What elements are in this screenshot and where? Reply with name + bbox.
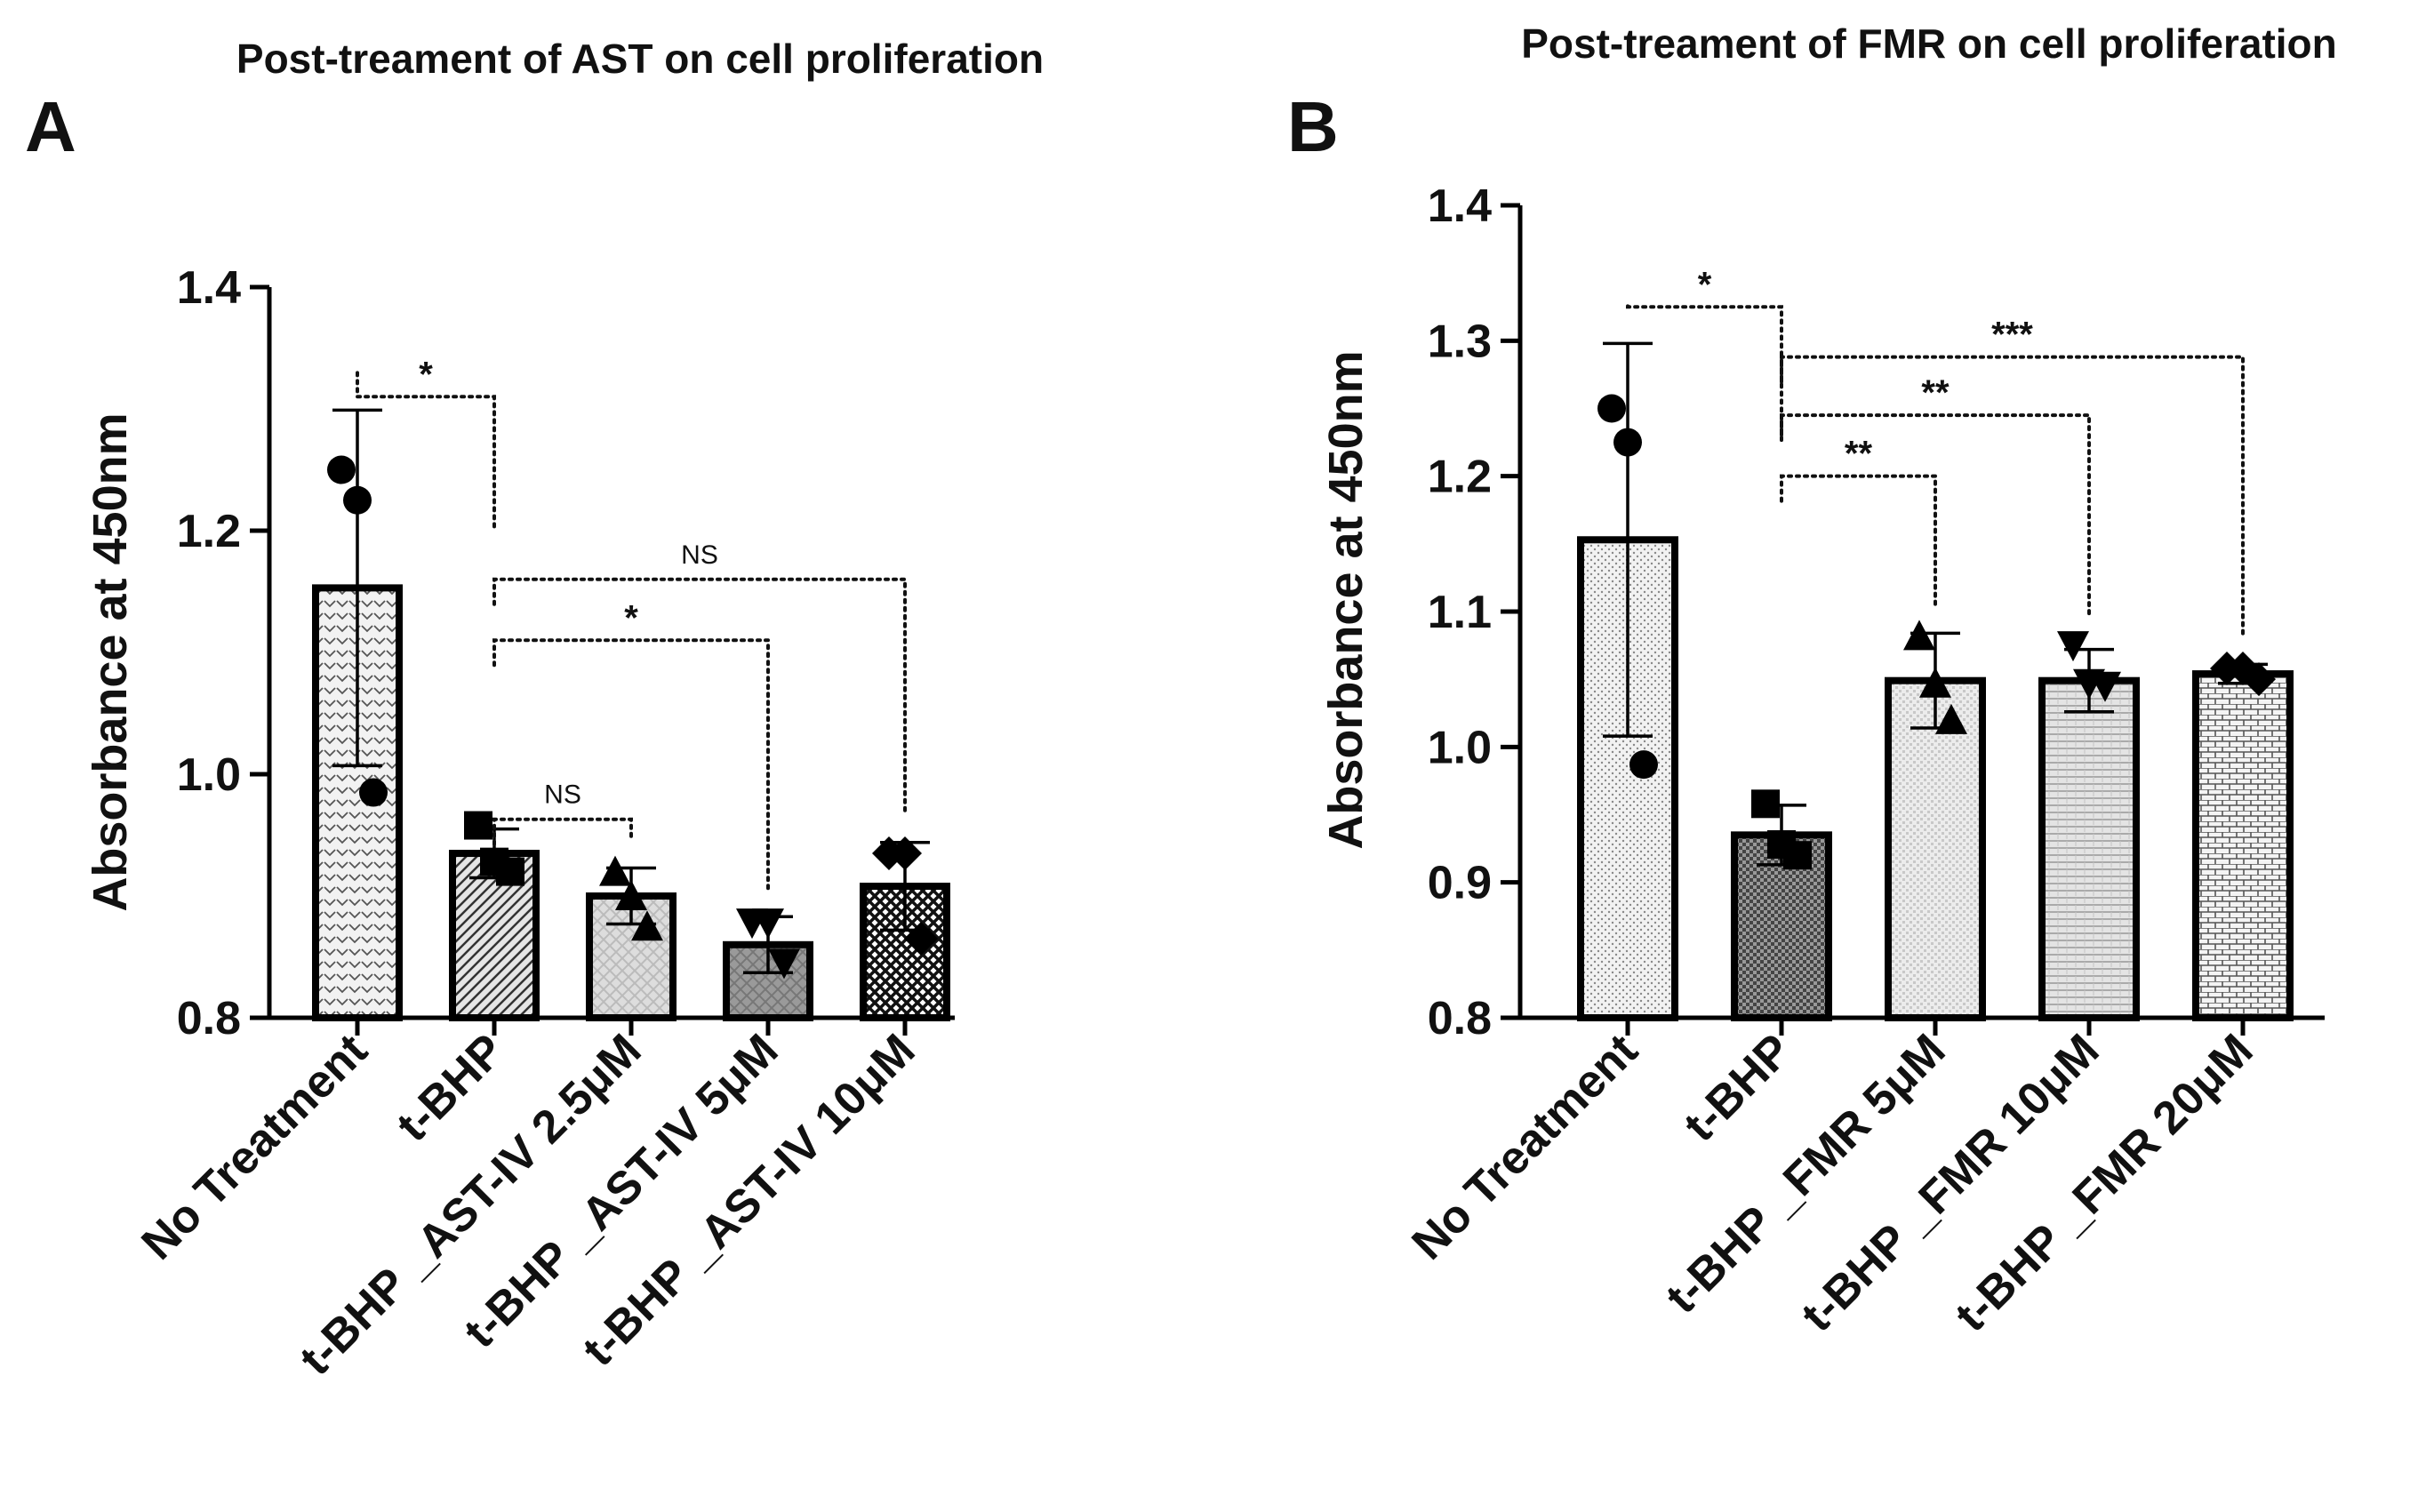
point-a-4-2 <box>904 921 938 956</box>
significance-bracket-b-2 <box>1780 413 2091 621</box>
significance-bracket-a-2 <box>492 638 770 892</box>
point-b-1-2 <box>1783 841 1812 870</box>
significance-label-b-3: *** <box>1991 316 2033 355</box>
significance-bracket-a-0 <box>356 371 496 532</box>
x-tick-label-a-1: t-BHP <box>387 1024 514 1151</box>
y-tick-label-b-5: 1.3 <box>1428 316 1492 367</box>
significance-label-b-0: * <box>1698 265 1712 304</box>
y-tick-label-b-3: 1.1 <box>1428 587 1492 638</box>
y-tick-label-b-1: 0.9 <box>1428 858 1492 909</box>
panel-a-title: Post-treament of AST on cell proliferati… <box>236 36 1044 82</box>
significance-bracket-a-3 <box>492 577 907 818</box>
point-a-0-2 <box>359 778 388 807</box>
panel-b-title: Post-treament of FMR on cell proliferati… <box>1521 20 2337 67</box>
point-a-1-2 <box>496 857 524 886</box>
point-a-1-0 <box>464 811 492 840</box>
significance-bracket-b-0 <box>1626 304 1783 443</box>
point-a-2-2 <box>631 910 663 941</box>
y-tick-label-b-4: 1.2 <box>1428 452 1492 503</box>
significance-label-a-0: * <box>419 355 433 394</box>
x-tick-label-b-1: t-BHP <box>1674 1024 1801 1151</box>
point-b-2-1 <box>1919 667 1951 698</box>
panel-b-letter: B <box>1287 87 1339 166</box>
point-b-4-2 <box>2242 662 2276 697</box>
panel-a-y-axis-label: Absorbance at 450nm <box>84 412 137 911</box>
significance-label-b-2: ** <box>1921 373 1950 412</box>
point-b-1-0 <box>1751 789 1780 819</box>
point-b-2-0 <box>1903 620 1935 651</box>
point-a-0-1 <box>343 485 372 515</box>
panel-b: Post-treament of FMR on cell proliferati… <box>1287 20 2337 1341</box>
point-a-3-2 <box>768 948 800 980</box>
panel-b-plot: 0.80.91.01.11.21.31.4No Treatment t-BHPt-… <box>1403 180 2325 1341</box>
point-a-2-1 <box>615 880 647 910</box>
significance-label-a-2: * <box>624 598 638 637</box>
point-b-0-2 <box>1629 750 1658 780</box>
significance-label-a-1: NS <box>544 780 581 810</box>
y-tick-label-b-6: 1.4 <box>1428 180 1492 232</box>
point-b-0-0 <box>1597 394 1626 423</box>
x-tick-label-b-4: t-BHP _FMR 20μM <box>1945 1024 2262 1341</box>
y-tick-label-a-1: 1.0 <box>177 749 241 801</box>
point-b-3-2 <box>2089 671 2121 702</box>
x-tick-label-b-3: t-BHP _FMR 10μM <box>1791 1024 2109 1341</box>
point-b-2-2 <box>1935 703 1967 734</box>
y-tick-label-a-3: 1.4 <box>177 262 241 314</box>
bar-b-3 <box>2038 676 2140 1021</box>
x-tick-label-b-0: No Treatment <box>1403 1024 1648 1269</box>
bar-b-2 <box>1885 676 1986 1021</box>
y-tick-label-b-0: 0.8 <box>1428 993 1492 1044</box>
panel-b-y-axis-label: Absorbance at 450nm <box>1319 350 1373 849</box>
panel-a: Post-treament of AST on cell proliferati… <box>25 36 1044 1386</box>
significance-label-a-3: NS <box>681 540 718 570</box>
point-a-0-0 <box>327 455 356 484</box>
significance-bracket-b-3 <box>1780 355 2245 640</box>
point-a-4-1 <box>888 836 922 871</box>
point-a-2-0 <box>599 855 631 886</box>
y-tick-label-a-0: 0.8 <box>177 993 241 1044</box>
significance-bracket-b-1 <box>1780 474 1937 609</box>
y-tick-label-a-2: 1.2 <box>177 506 241 557</box>
x-tick-label-b-2: t-BHP _FMR 5μM <box>1656 1024 1956 1324</box>
point-b-0-1 <box>1613 428 1642 457</box>
bar-b-4 <box>2192 670 2294 1021</box>
significance-label-b-1: ** <box>1845 435 1873 474</box>
y-tick-label-b-2: 1.0 <box>1428 722 1492 773</box>
point-b-3-0 <box>2057 631 2089 662</box>
x-tick-label-a-0: No Treatment <box>132 1024 378 1269</box>
point-a-3-1 <box>752 908 784 940</box>
significance-bracket-a-1 <box>492 817 633 846</box>
panel-a-letter: A <box>25 87 76 166</box>
